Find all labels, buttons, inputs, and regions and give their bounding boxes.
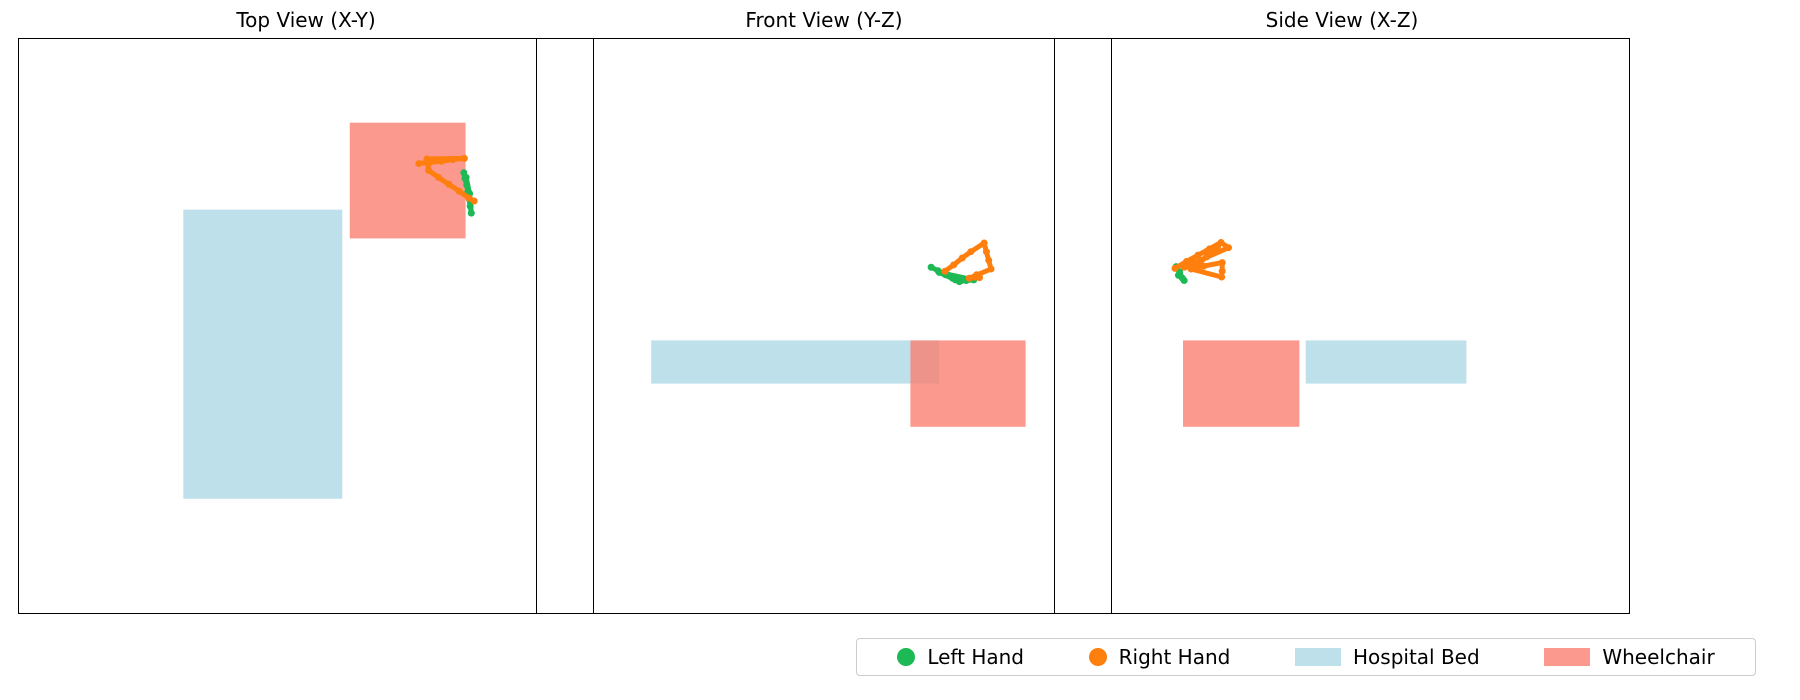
front-view-left-hand-point [927, 263, 935, 271]
side-view-right-hand-point [1171, 264, 1179, 272]
top-view-right-hand-point [437, 157, 445, 165]
top-view-right-hand-point [425, 166, 433, 174]
front-view-right-hand-point [950, 261, 958, 269]
front-view-left-hand-point [935, 268, 943, 276]
front-view-right-hand-point [967, 248, 975, 256]
front-view-right-hand-point [973, 271, 981, 279]
side-view-axes-frame [1054, 38, 1630, 614]
top-view-left-hand-point [462, 173, 470, 181]
side-view-hospital-bed-rect [1305, 340, 1467, 384]
top-view-wheelchair-rect [349, 122, 466, 239]
front-view-right-hand-point [987, 265, 995, 273]
top-view-right-hand-point [449, 156, 457, 164]
legend-label-wheelchair: Wheelchair [1602, 645, 1715, 669]
legend-item-hospital-bed: Hospital Bed [1295, 645, 1480, 669]
hospital-bed-swatch [1295, 648, 1341, 666]
top-view-right-hand-point [470, 197, 478, 205]
front-view-title: Front View (Y-Z) [745, 8, 903, 32]
front-view-axes-frame [536, 38, 1112, 614]
side-view-right-hand-point [1203, 253, 1211, 261]
legend-item-right-hand: Right Hand [1088, 645, 1231, 669]
top-view-right-hand-point [445, 180, 453, 188]
front-view-hospital-bed-rect [651, 340, 940, 384]
front-view-wheelchair-rect [910, 340, 1026, 427]
top-view-right-hand-point [460, 154, 468, 162]
side-view-right-hand-point [1218, 267, 1226, 275]
front-view-right-hand-point [965, 274, 973, 282]
top-view-right-hand-point [465, 194, 473, 202]
side-view-right-hand-point [1194, 251, 1202, 259]
top-view-right-hand-point [415, 160, 423, 168]
side-view-right-hand-point [1206, 245, 1214, 253]
legend-label-left-hand: Left Hand [927, 645, 1024, 669]
top-view-right-hand-point [423, 155, 431, 163]
top-view-right-hand-point [455, 187, 463, 195]
wheelchair-swatch [1544, 648, 1591, 666]
legend-item-left-hand: Left Hand [897, 645, 1024, 669]
side-view-right-hand-point [1225, 244, 1233, 252]
side-view-right-hand-point [1182, 257, 1190, 265]
side-view-right-hand-point [1200, 262, 1208, 270]
top-view-axes-frame [18, 38, 594, 614]
top-view-left-hand-point [466, 202, 474, 210]
side-view-left-hand-point [1180, 276, 1188, 284]
side-view-right-hand-point [1218, 259, 1226, 267]
legend-item-wheelchair: Wheelchair [1544, 645, 1715, 669]
legend-label-hospital-bed: Hospital Bed [1353, 645, 1480, 669]
side-view-title: Side View (X-Z) [1265, 8, 1419, 32]
top-view-right-hand-point [434, 173, 442, 181]
front-view-right-hand-point [985, 256, 993, 264]
top-view-left-hand-point [463, 181, 471, 189]
top-view-plot [18, 38, 594, 614]
top-view-left-hand-point [467, 209, 475, 217]
right-hand-marker [1088, 648, 1107, 666]
side-view-wheelchair-rect [1183, 340, 1300, 427]
side-view-right-hand-point [1218, 273, 1226, 281]
front-view-plot [536, 38, 1112, 614]
front-view-right-hand-point [941, 267, 949, 275]
front-view-right-hand-point [982, 248, 990, 256]
legend: Left Hand Right Hand Hospital Bed Wheelc… [856, 638, 1756, 676]
front-view-right-hand-point [980, 239, 988, 247]
top-view-hospital-bed-rect [183, 209, 343, 499]
side-view-left-hand-point [1174, 271, 1182, 279]
side-view-right-hand-point [1214, 243, 1222, 251]
front-view-right-hand-point [958, 254, 966, 262]
side-view-right-hand-point [1187, 265, 1195, 273]
side-view-right-hand-point [1180, 263, 1188, 271]
front-view-left-hand-point [951, 276, 959, 284]
side-view-plot [1054, 38, 1630, 614]
legend-label-right-hand: Right Hand [1118, 645, 1231, 669]
left-hand-marker [897, 648, 916, 666]
top-view-title: Top View (X-Y) [236, 8, 376, 32]
